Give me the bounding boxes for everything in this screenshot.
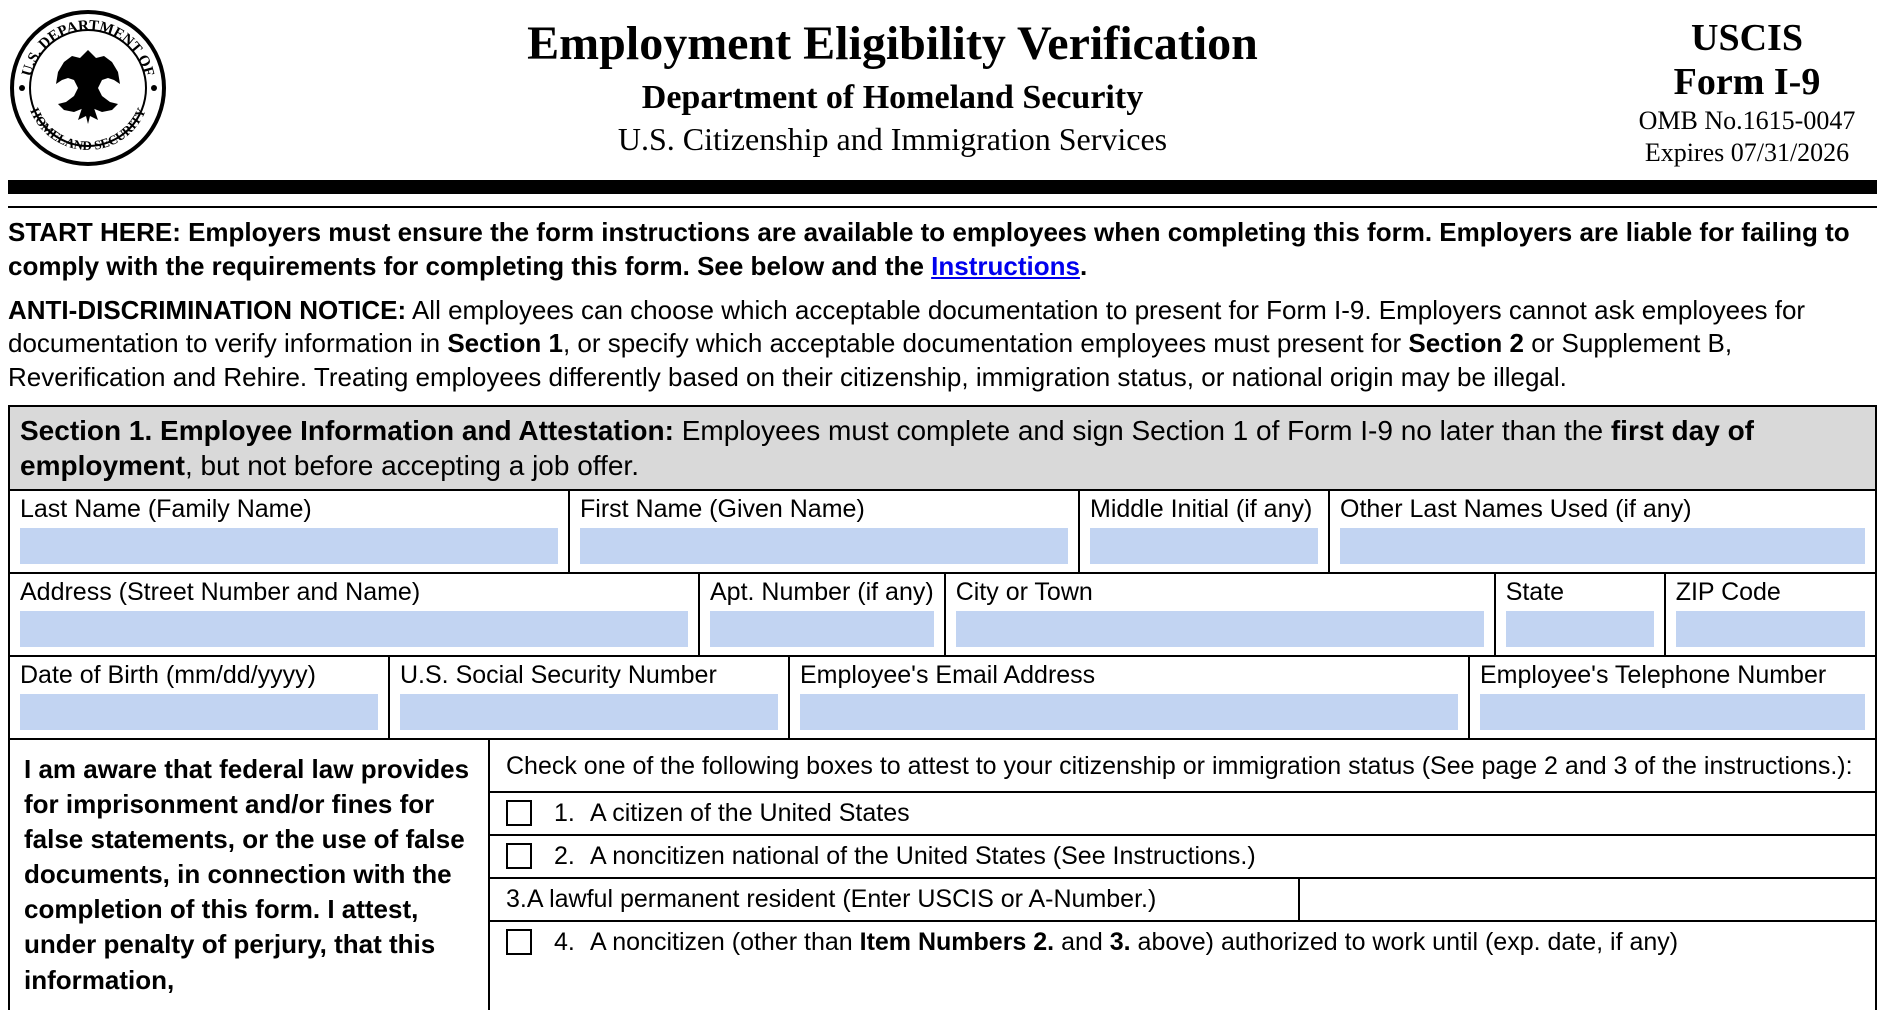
option1-label: A citizen of the United States [590,799,910,828]
dob-label: Date of Birth (mm/dd/yyyy) [20,661,378,690]
mi-input[interactable] [1090,528,1318,564]
anti-lead: ANTI-DISCRIMINATION NOTICE: [8,295,406,325]
last-name-input[interactable] [20,528,558,564]
option2-checkbox[interactable] [506,843,532,869]
attestation-instruction: Check one of the following boxes to atte… [490,740,1875,791]
first-name-label: First Name (Given Name) [580,495,1068,524]
name-row: Last Name (Family Name) First Name (Give… [8,491,1877,574]
last-name-cell: Last Name (Family Name) [10,491,570,572]
attestation-block: I am aware that federal law provides for… [8,740,1877,1010]
first-name-input[interactable] [580,528,1068,564]
personal-row: Date of Birth (mm/dd/yyyy) U.S. Social S… [8,657,1877,740]
state-cell: State [1496,574,1666,655]
start-here-body-b: . [1080,251,1087,281]
address-label: Address (Street Number and Name) [20,578,688,607]
option2-label: A noncitizen national of the United Stat… [590,842,1256,871]
attestation-options: Check one of the following boxes to atte… [490,740,1875,1010]
attestation-statement: I am aware that federal law provides for… [10,740,490,1010]
form-i9: U.S. DEPARTMENT OF HOMELAND SECURITY Emp… [8,8,1877,1010]
form-subtitle1: Department of Homeland Security [168,79,1617,117]
state-label: State [1506,578,1654,607]
mi-label: Middle Initial (if any) [1090,495,1318,524]
state-input[interactable] [1506,611,1654,647]
anti-s1: Section 1 [447,328,563,358]
email-input[interactable] [800,694,1458,730]
option4-num: 4. [554,928,590,957]
city-label: City or Town [956,578,1484,607]
citizenship-option-1: 1. A citizen of the United States [490,791,1875,834]
header-center: Employment Eligibility Verification Depa… [168,8,1617,158]
option4-a: A noncitizen (other than [590,928,860,956]
dhs-seal-icon: U.S. DEPARTMENT OF HOMELAND SECURITY [8,8,168,168]
city-input[interactable] [956,611,1484,647]
email-cell: Employee's Email Address [790,657,1470,738]
phone-label: Employee's Telephone Number [1480,661,1865,690]
header-rule [8,180,1877,194]
start-here-body-a: Employers must ensure the form instructi… [8,217,1850,281]
dob-cell: Date of Birth (mm/dd/yyyy) [10,657,390,738]
option1-num: 1. [554,799,590,828]
form-header: U.S. DEPARTMENT OF HOMELAND SECURITY Emp… [8,8,1877,176]
form-subtitle2: U.S. Citizenship and Immigration Service… [168,121,1617,158]
start-here-lead: START HERE: [8,217,181,247]
option1-checkbox[interactable] [506,800,532,826]
phone-cell: Employee's Telephone Number [1470,657,1875,738]
ssn-cell: U.S. Social Security Number [390,657,790,738]
apt-input[interactable] [710,611,934,647]
other-last-input[interactable] [1340,528,1865,564]
other-last-label: Other Last Names Used (if any) [1340,495,1865,524]
anti-discrimination-notice: ANTI-DISCRIMINATION NOTICE: All employee… [8,294,1877,395]
citizenship-option-3: 3. A lawful permanent resident (Enter US… [490,877,1875,920]
other-last-cell: Other Last Names Used (if any) [1330,491,1875,572]
zip-label: ZIP Code [1676,578,1865,607]
anti-s2: Section 2 [1408,328,1524,358]
option4-b: Item Numbers 2. [860,928,1055,956]
city-cell: City or Town [946,574,1496,655]
option4-d: 3. [1110,928,1131,956]
omb-number: OMB No.1615-0047 [1617,106,1877,136]
uscis-label: USCIS [1617,16,1877,60]
phone-input[interactable] [1480,694,1865,730]
option3-fill [1300,879,1875,920]
mi-cell: Middle Initial (if any) [1080,491,1330,572]
instructions-link[interactable]: Instructions [931,251,1080,281]
section1-body-a: Employees must complete and sign Section… [674,415,1611,446]
zip-cell: ZIP Code [1666,574,1875,655]
section1-header: Section 1. Employee Information and Atte… [8,405,1877,491]
anti-body-b: , or specify which acceptable documentat… [563,328,1408,358]
start-here-notice: START HERE: Employers must ensure the fo… [8,216,1877,284]
section1-body-b: , but not before accepting a job offer. [185,450,639,481]
last-name-label: Last Name (Family Name) [20,495,558,524]
citizenship-option-2: 2. A noncitizen national of the United S… [490,834,1875,877]
first-name-cell: First Name (Given Name) [570,491,1080,572]
email-label: Employee's Email Address [800,661,1458,690]
dob-input[interactable] [20,694,378,730]
section1-title: Section 1. Employee Information and Atte… [20,415,674,446]
ssn-input[interactable] [400,694,778,730]
ssn-label: U.S. Social Security Number [400,661,778,690]
option3-num: 3. [506,885,527,914]
citizenship-option-4: 4. A noncitizen (other than Item Numbers… [490,920,1875,963]
option3-label: A lawful permanent resident (Enter USCIS… [527,885,1156,914]
option4-c: and [1054,928,1110,956]
header-right: USCIS Form I-9 OMB No.1615-0047 Expires … [1617,8,1877,168]
option4-checkbox[interactable] [506,929,532,955]
option4-label: A noncitizen (other than Item Numbers 2.… [590,928,1678,957]
option2-num: 2. [554,842,590,871]
address-cell: Address (Street Number and Name) [10,574,700,655]
option4-e: above) authorized to work until (exp. da… [1131,928,1679,956]
expires: Expires 07/31/2026 [1617,138,1877,168]
address-row: Address (Street Number and Name) Apt. Nu… [8,574,1877,657]
thin-rule [8,206,1877,208]
form-id: Form I-9 [1617,60,1877,104]
apt-label: Apt. Number (if any) [710,578,934,607]
apt-cell: Apt. Number (if any) [700,574,946,655]
address-input[interactable] [20,611,688,647]
form-title: Employment Eligibility Verification [168,16,1617,71]
zip-input[interactable] [1676,611,1865,647]
